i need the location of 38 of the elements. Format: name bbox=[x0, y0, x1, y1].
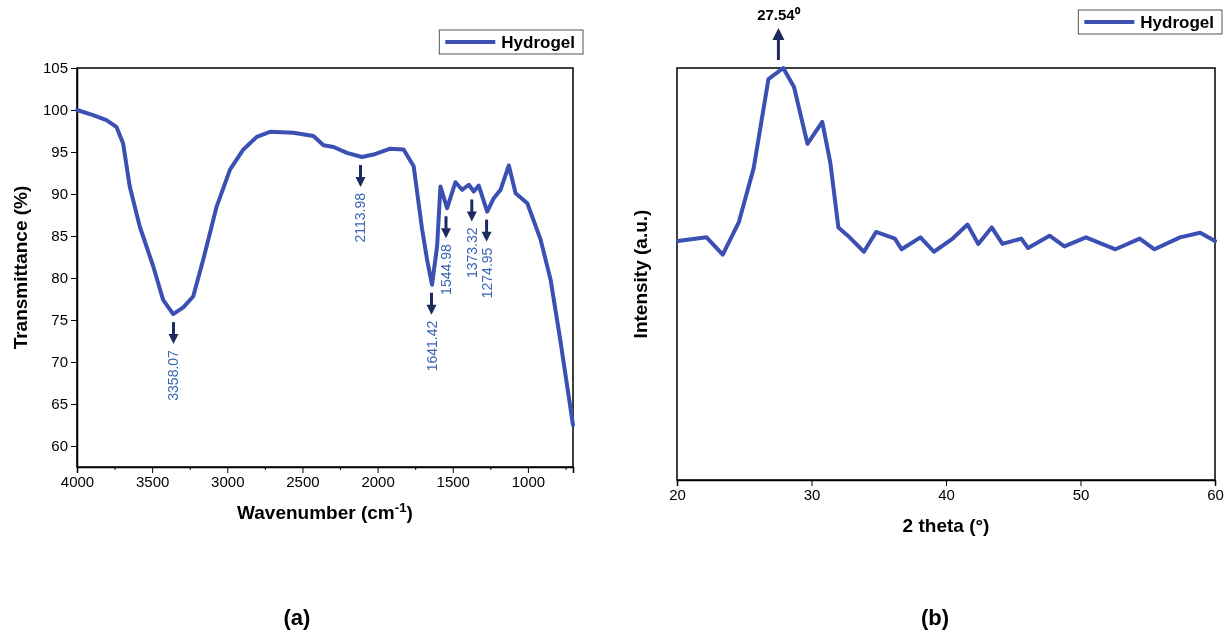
x-tick-label: 2000 bbox=[361, 472, 395, 490]
legend-label: Hydrogel bbox=[501, 33, 575, 52]
annotation: 1641.42 bbox=[423, 320, 440, 372]
x-tick-label: 3000 bbox=[211, 472, 245, 490]
x-tick-label: 4000 bbox=[60, 472, 95, 490]
y-tick-label: 100 bbox=[42, 101, 68, 119]
y-tick-label: 60 bbox=[51, 437, 68, 455]
legend-label: Hydrogel bbox=[1140, 13, 1214, 32]
x-tick-label: 1500 bbox=[436, 472, 470, 490]
annotation: 1544.98 bbox=[438, 244, 454, 295]
y-tick-label: 95 bbox=[51, 143, 68, 161]
y-tick-label: 70 bbox=[51, 353, 68, 371]
annotation: 2113.98 bbox=[352, 192, 369, 243]
annotation: 3358.07 bbox=[165, 349, 182, 401]
x-tick-label: 1000 bbox=[511, 472, 546, 490]
x-tick-label: 2500 bbox=[286, 472, 320, 490]
y-axis-title: Transmittance (%) bbox=[10, 185, 31, 350]
x-axis-title: 2 theta (°) bbox=[902, 515, 990, 536]
y-tick-label: 85 bbox=[51, 227, 68, 245]
x-tick-label: 20 bbox=[669, 485, 686, 503]
x-tick-label: 40 bbox=[938, 485, 955, 503]
text: (b) bbox=[920, 605, 950, 630]
annotation: 1373.32 bbox=[463, 227, 480, 279]
y-tick-label: 75 bbox=[51, 311, 68, 329]
y-tick-label: 105 bbox=[42, 59, 68, 77]
y-tick-label: 65 bbox=[51, 395, 68, 413]
y-tick-label: 80 bbox=[51, 269, 68, 287]
line-series bbox=[75, 108, 575, 427]
y-axis-title: Intensity (a.u.) bbox=[630, 209, 651, 339]
text: (a) bbox=[283, 605, 311, 630]
annotation: 27.54⁰ bbox=[757, 6, 801, 23]
x-tick-label: 30 bbox=[803, 485, 821, 503]
x-tick-label: 3500 bbox=[135, 472, 170, 490]
x-tick-label: 60 bbox=[1207, 485, 1224, 503]
annotation: 1274.95 bbox=[478, 247, 495, 299]
x-tick-label: 50 bbox=[1072, 485, 1090, 503]
y-tick-label: 90 bbox=[51, 185, 68, 203]
x-axis-title: Wavenumber (cm$^{-1}$) bbox=[237, 499, 413, 523]
